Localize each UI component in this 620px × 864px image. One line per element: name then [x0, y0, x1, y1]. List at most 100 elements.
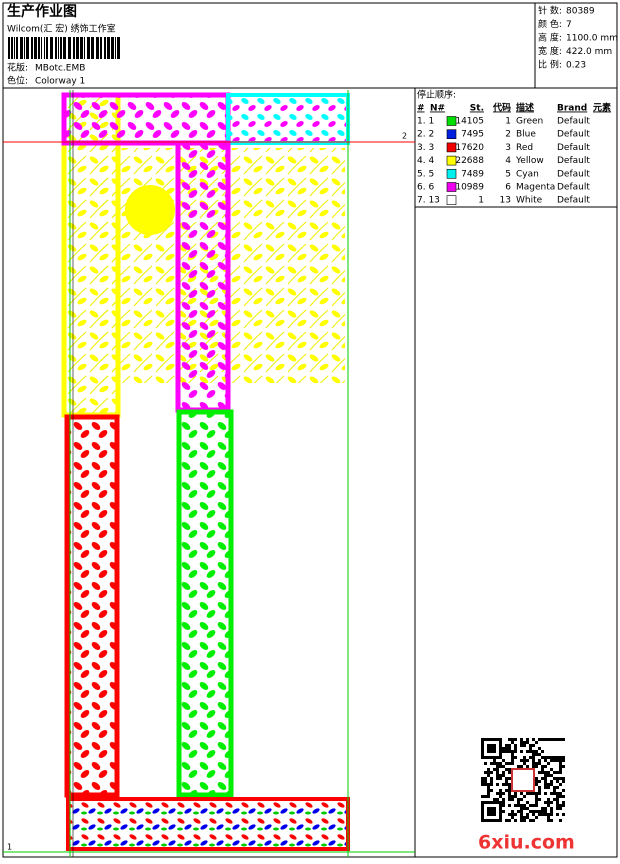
qr-cell: [547, 771, 550, 774]
qr-cell: [505, 768, 508, 771]
column-header: #: [417, 104, 425, 114]
qr-cell: [517, 801, 520, 804]
column-header: 代码: [492, 102, 511, 114]
qr-cell: [556, 792, 559, 795]
qr-cell: [490, 747, 493, 750]
qr-cell: [559, 807, 562, 810]
qr-cell: [502, 774, 505, 777]
qr-cell: [511, 795, 514, 798]
qr-cell: [499, 813, 502, 816]
qr-cell: [523, 759, 526, 762]
qr-cell: [538, 780, 541, 783]
qr-cell: [481, 807, 484, 810]
flower: [125, 185, 175, 235]
qr-cell: [511, 762, 514, 765]
qr-cell: [505, 789, 508, 792]
qr-cell: [532, 744, 535, 747]
qr-cell: [508, 768, 511, 771]
qr-cell: [511, 750, 514, 753]
bar: [11, 37, 13, 59]
info-value: 1100.0 mm: [566, 34, 618, 44]
qr-cell: [508, 747, 511, 750]
brand: Default: [557, 117, 590, 127]
qr-cell: [508, 762, 511, 765]
qr-cell: [502, 804, 505, 807]
info-label: 比 例:: [538, 59, 562, 71]
qr-cell: [514, 756, 517, 759]
qr-code: [481, 738, 565, 822]
qr-cell: [502, 792, 505, 795]
qr-cell: [487, 789, 490, 792]
brand: Default: [557, 130, 590, 140]
qr-cell: [514, 747, 517, 750]
bar: [50, 37, 53, 59]
qr-cell: [481, 801, 484, 804]
qr-cell: [535, 810, 538, 813]
stitches: 1: [478, 196, 484, 206]
qr-cell: [538, 762, 541, 765]
qr-cell: [526, 741, 529, 744]
qr-logo: [511, 768, 535, 792]
qr-cell: [547, 756, 550, 759]
qr-cell: [496, 792, 499, 795]
code: 6: [505, 183, 511, 193]
qr-cell: [523, 744, 526, 747]
qr-cell: [541, 813, 544, 816]
qr-cell: [556, 807, 559, 810]
qr-cell: [547, 798, 550, 801]
qr-cell: [481, 783, 484, 786]
qr-cell: [508, 783, 511, 786]
qr-cell: [526, 816, 529, 819]
qr-cell: [544, 783, 547, 786]
qr-cell: [523, 819, 526, 822]
bar: [96, 37, 99, 59]
qr-cell: [496, 756, 499, 759]
color-swatch: [446, 169, 457, 179]
row-index: 7. 13: [417, 196, 440, 206]
qr-cell: [496, 774, 499, 777]
qr-cell: [499, 777, 502, 780]
qr-cell: [490, 738, 493, 741]
qr-cell: [544, 792, 547, 795]
qr-cell: [529, 792, 532, 795]
qr-cell: [514, 792, 517, 795]
qr-cell: [493, 813, 496, 816]
qr-cell: [538, 771, 541, 774]
qr-cell: [499, 795, 502, 798]
info-label: 针 数:: [538, 5, 562, 17]
qr-cell: [556, 759, 559, 762]
qr-cell: [505, 747, 508, 750]
qr-cell: [496, 762, 499, 765]
qr-cell: [502, 765, 505, 768]
qr-cell: [511, 813, 514, 816]
qr-cell: [547, 762, 550, 765]
qr-cell: [532, 765, 535, 768]
qr-cell: [523, 762, 526, 765]
qr-cell: [499, 747, 502, 750]
title: 生产作业图: [7, 3, 77, 20]
qr-cell: [481, 810, 484, 813]
qr-cell: [508, 777, 511, 780]
qr-cell: [487, 783, 490, 786]
bar: [63, 37, 66, 59]
bar: [100, 37, 102, 59]
bottom-band: [66, 797, 350, 851]
qr-cell: [520, 765, 523, 768]
qr-cell: [502, 810, 505, 813]
color-swatch: [446, 129, 457, 139]
qr-cell: [484, 819, 487, 822]
qr-cell: [559, 738, 562, 741]
qr-cell: [505, 783, 508, 786]
qr-cell: [487, 756, 490, 759]
qr-cell: [559, 804, 562, 807]
bar: [68, 37, 71, 59]
qr-cell: [559, 783, 562, 786]
qr-cell: [556, 771, 559, 774]
qr-cell: [487, 792, 490, 795]
qr-cell: [520, 804, 523, 807]
qr-cell: [487, 810, 490, 813]
qr-cell: [538, 753, 541, 756]
qr-cell: [487, 747, 490, 750]
qr-cell: [505, 762, 508, 765]
qr-cell: [493, 738, 496, 741]
